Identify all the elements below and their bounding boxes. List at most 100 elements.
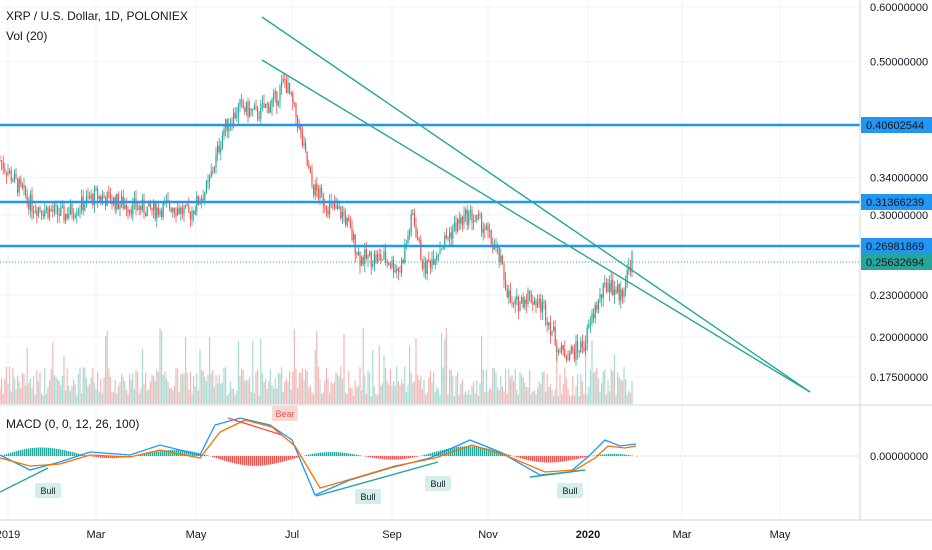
macd-hist-bar (214, 456, 216, 458)
macd-hist-bar (508, 454, 510, 456)
macd-hist-bar (72, 452, 74, 456)
candle-body (361, 256, 363, 266)
volume-bar (5, 366, 7, 404)
volume-bar (105, 335, 107, 404)
candle-body (557, 351, 559, 353)
candle-body (341, 212, 343, 219)
volume-bar (149, 381, 151, 404)
candle-body (84, 205, 86, 211)
volume-bar (415, 338, 417, 404)
macd-hist-bar (220, 456, 222, 460)
candle-body (119, 204, 121, 209)
macd-hist-bar (248, 456, 250, 466)
macd-hist-bar (402, 456, 404, 460)
level-label: 0.40602544 (866, 120, 924, 132)
volume-bar (213, 387, 215, 404)
macd-hist-bar (268, 456, 270, 465)
volume-bar (353, 395, 355, 404)
volume-bar (533, 390, 535, 404)
macd-hist-bar (76, 453, 78, 456)
candle-body (154, 201, 156, 219)
macd-hist-bar (246, 456, 248, 466)
candle-body (265, 104, 267, 109)
upper-trendline[interactable] (261, 16, 811, 393)
candle-body (242, 100, 244, 109)
bear-label: Bear (275, 409, 294, 419)
macd-hist-bar (278, 456, 280, 463)
candle-body (532, 302, 534, 305)
candle-body (113, 197, 115, 205)
candle-body (434, 260, 436, 265)
candle-body (338, 206, 340, 209)
volume-bar (140, 388, 142, 404)
volume-bar (23, 373, 25, 404)
candle-body (289, 83, 291, 94)
candle-body (506, 288, 508, 297)
volume-bar (564, 367, 566, 404)
volume-bar (330, 381, 332, 404)
macd-hist-bar (334, 452, 336, 456)
candle-body (533, 300, 535, 305)
volume-bar (473, 381, 475, 404)
macd-hist-bar (338, 452, 340, 456)
volume-bar (383, 355, 385, 404)
candle-body (209, 176, 211, 182)
macd-hist-bar (66, 450, 68, 456)
lower-trendline[interactable] (261, 59, 811, 393)
volume-bar (164, 371, 166, 404)
volume-bar (615, 395, 617, 404)
horizontal-levels[interactable]: 0.40602544 0.31366239 0.26981869 0.25632694 (0, 117, 932, 270)
volume-bar (28, 382, 30, 404)
signal-line (0, 419, 637, 489)
trendlines[interactable] (261, 16, 811, 393)
volume-bar (98, 391, 100, 404)
volume-bar (100, 378, 102, 404)
volume-bar (389, 368, 391, 404)
candle-body (484, 228, 486, 230)
candle-body (100, 195, 102, 201)
candle-body (453, 222, 455, 230)
macd-hist-bar (568, 456, 570, 461)
volume-bar (247, 380, 249, 404)
price-axis[interactable]: 0.60000000 0.50000000 0.34000000 0.30000000… (870, 2, 928, 384)
volume-bar (141, 348, 143, 404)
macd-hist-bar (114, 456, 116, 459)
volume-bar (87, 385, 89, 404)
level-label-box (861, 238, 932, 254)
candle-body (261, 103, 263, 105)
candle-body (52, 210, 54, 212)
volume-bar (274, 378, 276, 404)
volume-bar (385, 367, 387, 404)
volume-bar (532, 391, 534, 404)
macd-hist-bar (186, 450, 188, 456)
macd-hist-bar (490, 449, 492, 456)
macd-hist-bar (258, 456, 260, 466)
candle-body (185, 204, 187, 209)
bull-label-4: Bull (562, 486, 577, 496)
volume-bar (89, 384, 91, 404)
volume-bar (631, 380, 633, 404)
volume-bar (148, 389, 150, 404)
volume-bar (437, 389, 439, 404)
candle-body (421, 259, 423, 269)
candle-body (525, 299, 527, 305)
candle-body (479, 214, 481, 216)
macd-pane (0, 417, 860, 497)
volume-bar (217, 383, 219, 404)
candle-body (42, 214, 44, 216)
candle-body (487, 225, 489, 231)
candle-body (114, 197, 116, 210)
macd-hist-bar (58, 449, 60, 456)
x-tick-label: Nov (478, 529, 498, 541)
candle-body (92, 194, 94, 206)
volume-bar (301, 368, 303, 404)
candle-body (121, 196, 123, 205)
time-axis[interactable]: 2019 Mar May Jul Sep Nov 2020 Mar May (0, 529, 791, 541)
volume-bar (292, 371, 294, 404)
volume-bar (524, 382, 526, 404)
volume-bar (489, 388, 491, 404)
candle-body (519, 302, 521, 312)
macd-hist-bar (38, 447, 40, 456)
candle-body (293, 102, 295, 104)
